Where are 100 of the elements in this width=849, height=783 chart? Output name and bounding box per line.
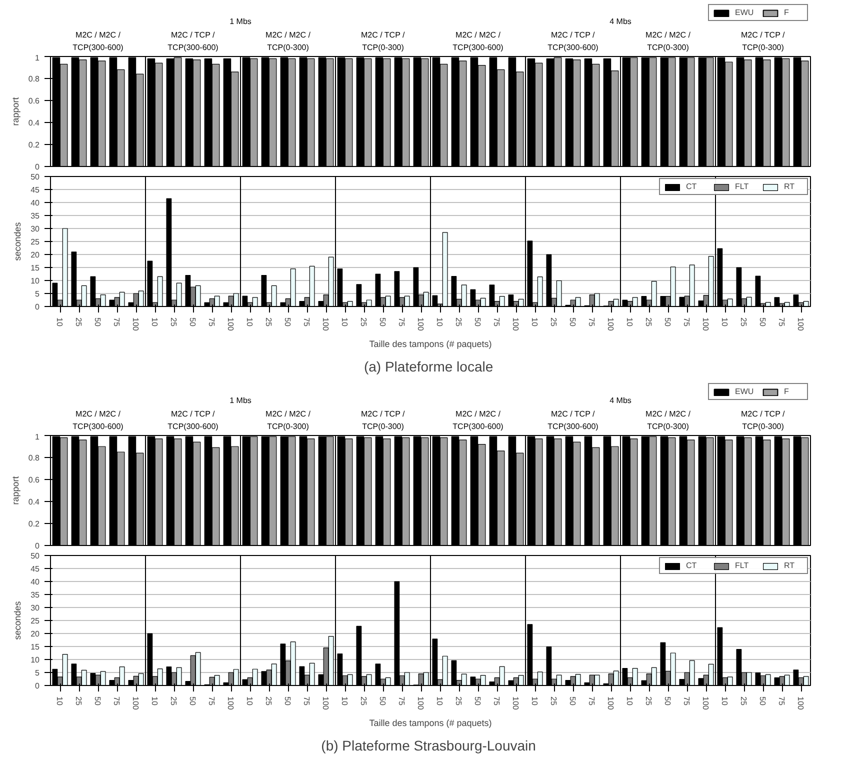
- x-tick-label: 100: [131, 318, 140, 332]
- y-tick-label: 0.6: [28, 96, 40, 106]
- y-axis-title: secondes: [12, 600, 23, 640]
- x-tick-label: 50: [663, 318, 672, 327]
- x-tick-label: 25: [74, 318, 83, 327]
- text: 4 Mbs: [610, 396, 632, 405]
- x-tick-label: 50: [758, 696, 767, 706]
- x-tick-label: 25: [739, 318, 748, 327]
- y-tick-label: 20: [30, 630, 40, 638]
- legend-label: CT: [686, 182, 698, 191]
- text: M2C / TCP / TCP(0-300): [361, 410, 406, 431]
- x-tick-label: 100: [131, 696, 140, 710]
- x-tick-label: 50: [568, 696, 577, 706]
- legend-label: RT: [784, 182, 796, 191]
- x-tick-label: 25: [74, 696, 83, 706]
- x-tick-label: 100: [511, 696, 520, 710]
- x-tick-label: 100: [321, 318, 330, 332]
- legend-label: CT: [686, 561, 698, 570]
- text: (b) Plateforme Strasbourg-Louvain: [321, 738, 536, 754]
- x-tick-label: 25: [644, 696, 653, 706]
- legend-label: F: [784, 8, 790, 17]
- y-tick-label: 10: [30, 656, 40, 664]
- x-tick-label: 25: [644, 318, 653, 327]
- x-tick-label: 75: [682, 318, 691, 327]
- x-tick-label: 75: [777, 696, 786, 706]
- x-tick-label: 100: [606, 696, 615, 710]
- y-axis-title: secondes: [12, 222, 23, 261]
- y-tick-label: 0.8: [28, 454, 40, 462]
- y-tick-label: 35: [30, 590, 40, 600]
- x-tick-label: 10: [150, 696, 159, 706]
- y-axis-title: rapport: [10, 476, 20, 505]
- y-tick-label: 0.6: [28, 476, 40, 484]
- x-tick-label: 75: [302, 318, 311, 327]
- text: M2C / M2C / TCP(0-300): [646, 30, 692, 52]
- text: M2C / M2C / TCP(300-600): [452, 410, 504, 431]
- x-tick-label: 10: [530, 696, 539, 706]
- x-tick-label: 100: [606, 318, 615, 332]
- x-tick-label: 50: [378, 318, 387, 327]
- x-tick-label: 10: [245, 318, 254, 327]
- x-tick-label: 10: [150, 318, 159, 327]
- x-tick-label: 10: [720, 318, 729, 327]
- y-tick-label: 0: [35, 162, 40, 172]
- text: M2C / TCP / TCP(300-600): [548, 410, 599, 431]
- x-tick-label: 10: [435, 318, 444, 327]
- x-tick-label: 25: [359, 696, 368, 706]
- x-tick-label: 50: [93, 318, 102, 327]
- y-tick-label: 30: [30, 604, 40, 612]
- x-tick-label: 25: [549, 696, 558, 706]
- x-tick-label: 10: [720, 696, 729, 706]
- x-tick-label: 75: [587, 318, 596, 327]
- x-tick-label: 100: [416, 318, 425, 332]
- x-tick-label: 100: [226, 318, 235, 332]
- x-tick-label: 25: [169, 696, 178, 706]
- y-tick-label: 40: [30, 578, 40, 586]
- x-tick-label: 75: [682, 696, 691, 706]
- legend-label: F: [784, 387, 790, 396]
- x-tick-label: 100: [416, 696, 425, 710]
- y-tick-label: 0: [35, 302, 40, 312]
- text: M2C / TCP / TCP(300-600): [168, 410, 219, 431]
- x-tick-label: 25: [264, 318, 273, 327]
- x-tick-label: 50: [568, 318, 577, 327]
- x-tick-label: 75: [207, 696, 216, 706]
- y-tick-label: 0: [35, 542, 40, 550]
- x-axis-title: Taille des tampons (# paquets): [369, 338, 492, 349]
- x-tick-label: 10: [435, 696, 444, 706]
- text: M2C / TCP / TCP(0-300): [361, 30, 406, 52]
- x-tick-label: 100: [701, 318, 710, 332]
- x-tick-label: 25: [454, 696, 463, 706]
- x-tick-label: 25: [454, 318, 463, 327]
- x-tick-label: 100: [796, 318, 805, 332]
- x-tick-label: 10: [340, 318, 349, 327]
- x-tick-label: 50: [283, 318, 292, 327]
- y-tick-label: 25: [30, 616, 40, 626]
- x-tick-label: 10: [625, 696, 634, 706]
- y-tick-label: 0.8: [28, 74, 40, 84]
- x-tick-label: 10: [245, 696, 254, 706]
- legend-label: EWU: [735, 387, 755, 396]
- text: 1 Mbs: [230, 396, 252, 405]
- x-tick-label: 50: [283, 696, 292, 706]
- x-tick-label: 75: [397, 318, 406, 327]
- x-tick-label: 50: [663, 696, 672, 706]
- x-tick-label: 50: [93, 696, 102, 706]
- legend-label: RT: [784, 561, 796, 570]
- x-tick-label: 50: [758, 318, 767, 327]
- y-tick-label: 15: [30, 642, 40, 652]
- x-tick-label: 50: [188, 696, 197, 706]
- y-tick-label: 0.4: [28, 118, 40, 128]
- x-axis-title: Taille des tampons (# paquets): [369, 718, 492, 728]
- text: M2C / M2C / TCP(300-600): [72, 410, 124, 431]
- x-tick-label: 50: [473, 318, 482, 327]
- y-tick-label: 50: [30, 552, 40, 560]
- legend-label: EWU: [735, 8, 755, 17]
- x-tick-label: 25: [739, 696, 748, 706]
- y-tick-label: 30: [30, 224, 40, 234]
- text: M2C / TCP / TCP(0-300): [741, 410, 786, 431]
- y-tick-label: 45: [30, 186, 40, 194]
- x-tick-label: 75: [207, 318, 216, 327]
- legend-label: FLT: [735, 561, 750, 570]
- x-tick-label: 75: [302, 696, 311, 706]
- y-tick-label: 1: [35, 54, 40, 62]
